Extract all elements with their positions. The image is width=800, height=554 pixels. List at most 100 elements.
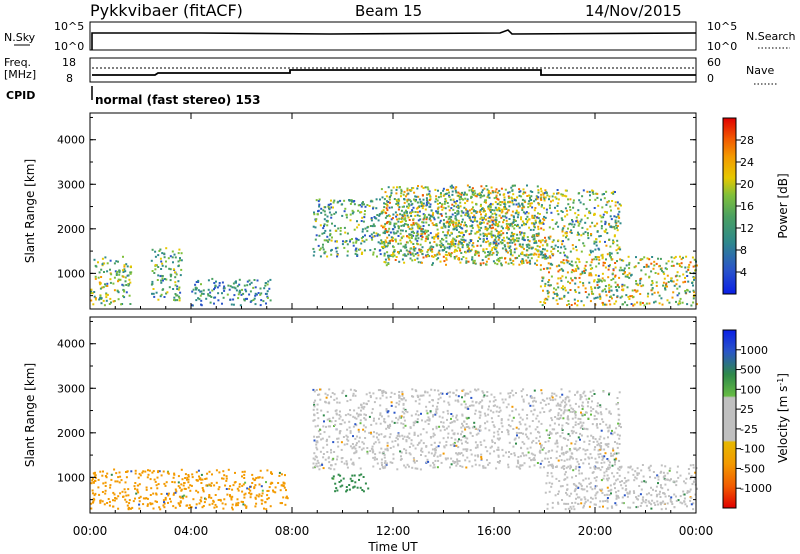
power-cell bbox=[573, 223, 576, 226]
freq-trace bbox=[92, 69, 696, 76]
power-cell bbox=[616, 201, 619, 204]
velocity-cell bbox=[498, 428, 501, 431]
power-cell bbox=[559, 251, 562, 254]
velocity-cell bbox=[433, 453, 436, 456]
power-cell bbox=[369, 225, 372, 227]
velocity-cell bbox=[249, 485, 252, 488]
power-cell bbox=[670, 256, 673, 259]
velocity-cell bbox=[611, 454, 614, 457]
power-cell bbox=[432, 262, 434, 265]
power-cell bbox=[470, 196, 473, 199]
velocity-cell bbox=[434, 451, 437, 454]
velocity-cell bbox=[429, 436, 432, 438]
velocity-cell bbox=[337, 445, 340, 448]
velocity-cell bbox=[507, 392, 510, 395]
power-cell bbox=[360, 237, 363, 240]
power-cell bbox=[503, 239, 506, 242]
power-cell bbox=[460, 242, 463, 245]
velocity-cell bbox=[554, 442, 557, 445]
velocity-cell bbox=[401, 394, 404, 397]
power-cell bbox=[508, 228, 510, 230]
velocity-cell bbox=[425, 405, 428, 408]
velocity-cell bbox=[456, 432, 459, 435]
power-cell bbox=[686, 303, 689, 306]
velocity-cell bbox=[360, 473, 363, 476]
power-cell bbox=[351, 212, 354, 215]
velocity-cell bbox=[349, 431, 352, 434]
velocity-cell bbox=[429, 411, 432, 414]
velocity-cell bbox=[348, 420, 351, 423]
power-cell bbox=[570, 264, 573, 266]
velocity-cell bbox=[570, 466, 572, 469]
velocity-cell bbox=[479, 414, 482, 417]
power-cell bbox=[406, 235, 408, 238]
power-cell bbox=[658, 294, 661, 297]
power-cell bbox=[569, 250, 572, 253]
velocity-cell bbox=[526, 414, 529, 416]
power-cell bbox=[628, 261, 631, 264]
power-cell bbox=[533, 214, 536, 217]
power-cell bbox=[622, 269, 625, 272]
velocity-cell bbox=[365, 393, 368, 396]
velocity-cell bbox=[567, 422, 570, 425]
power-cell bbox=[403, 201, 406, 204]
power-cell bbox=[543, 192, 546, 195]
power-cell bbox=[454, 187, 457, 190]
power-cell bbox=[395, 192, 398, 195]
power-cell bbox=[329, 203, 332, 206]
power-cell bbox=[670, 265, 673, 267]
velocity-cell bbox=[684, 503, 687, 506]
power-cell bbox=[408, 227, 411, 230]
power-cell bbox=[560, 240, 563, 243]
power-cell bbox=[407, 236, 410, 239]
velocity-cell bbox=[383, 462, 386, 464]
power-cell bbox=[658, 265, 661, 268]
power-cell bbox=[394, 259, 397, 261]
power-cell bbox=[475, 203, 478, 205]
velocity-cell bbox=[91, 489, 94, 492]
velocity-cell bbox=[179, 501, 182, 504]
velocity-cell bbox=[573, 490, 576, 493]
power-cell bbox=[397, 251, 399, 254]
power-cell bbox=[449, 253, 452, 256]
power-cell bbox=[406, 205, 408, 208]
power-cell bbox=[121, 283, 124, 286]
velocity-cell bbox=[119, 492, 122, 495]
velocity-cell bbox=[424, 390, 427, 393]
power-cell bbox=[396, 200, 399, 203]
power-cell bbox=[525, 223, 527, 226]
power-cell bbox=[498, 231, 501, 234]
velocity-cell bbox=[414, 467, 417, 470]
power-cell bbox=[127, 284, 130, 287]
velocity-cell bbox=[466, 437, 469, 440]
freq-tick-bottom: 8 bbox=[66, 72, 73, 85]
velocity-cell bbox=[474, 454, 477, 457]
velocity-cell bbox=[382, 391, 385, 394]
power-cell bbox=[124, 280, 127, 283]
power-cell bbox=[413, 249, 416, 252]
power-cell bbox=[428, 217, 431, 220]
velocity-cell bbox=[518, 436, 520, 439]
power-cell bbox=[401, 258, 404, 261]
velocity-cell bbox=[579, 398, 582, 401]
power-cell bbox=[169, 275, 172, 278]
power-cell bbox=[421, 227, 424, 230]
power-cell bbox=[552, 192, 555, 195]
velocity-cell bbox=[549, 424, 552, 427]
velocity-cell bbox=[313, 439, 316, 442]
power-cell bbox=[612, 190, 615, 193]
velocity-cell bbox=[412, 460, 415, 463]
power-cell bbox=[365, 238, 368, 241]
velocity-cell bbox=[518, 466, 521, 469]
velocity-cell bbox=[414, 447, 417, 450]
velocity-cell bbox=[568, 390, 571, 393]
power-cell bbox=[156, 279, 159, 281]
power-cell bbox=[503, 203, 506, 205]
power-cell bbox=[512, 237, 515, 240]
power-cell bbox=[612, 293, 615, 296]
velocity-cell bbox=[201, 478, 204, 481]
velocity-cell bbox=[138, 483, 141, 486]
power-cell bbox=[495, 222, 498, 225]
power-cell bbox=[480, 203, 482, 206]
power-cell bbox=[607, 276, 610, 279]
